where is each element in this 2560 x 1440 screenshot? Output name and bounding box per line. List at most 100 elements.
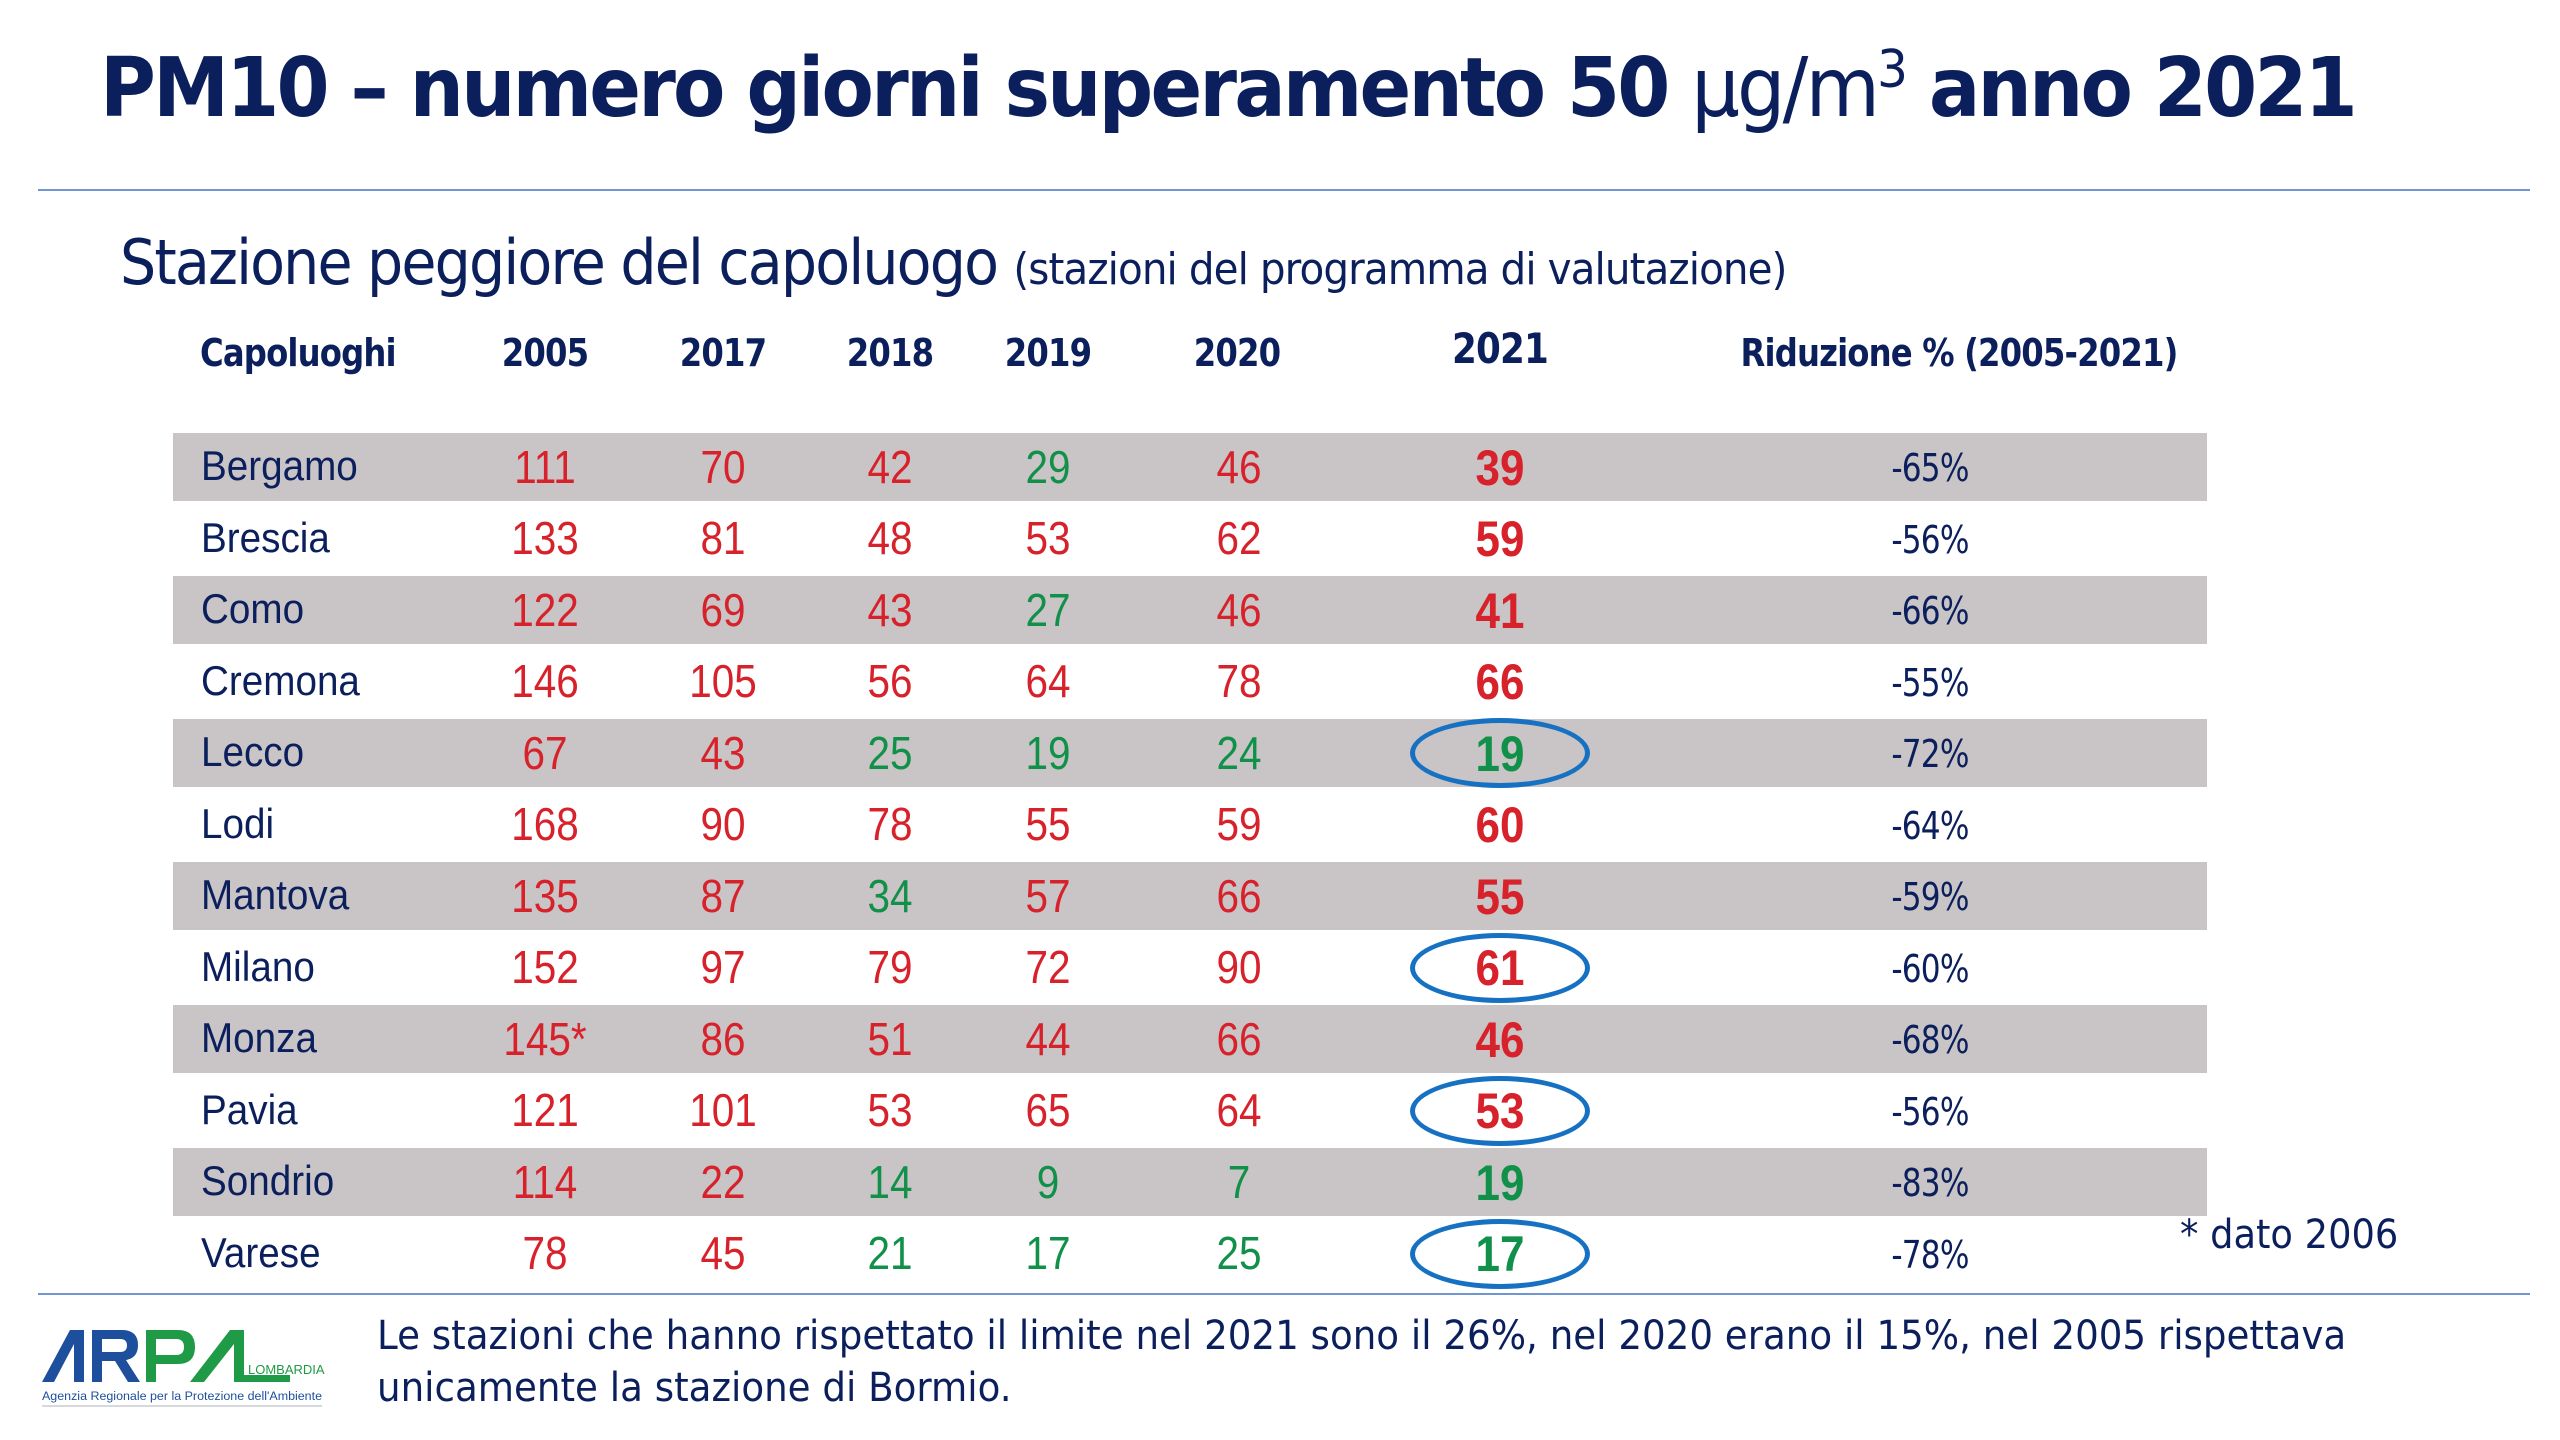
subtitle-main: Stazione peggiore del capoluogo — [120, 226, 999, 299]
logo-tagline-text: Agenzia Regionale per la Protezione dell… — [42, 1389, 322, 1403]
logo-region-text: LOMBARDIA — [248, 1362, 325, 1377]
cell-reduction: -78% — [1891, 1232, 1969, 1277]
cell-year-2019: 65 — [1025, 1083, 1071, 1136]
cell-year-2018: 51 — [867, 1013, 913, 1065]
city-name: Monza — [201, 1014, 317, 1061]
subtitle: Stazione peggiore del capoluogo (stazion… — [120, 232, 1787, 294]
cell-year-2018: 48 — [867, 511, 913, 564]
cell-year-2019: 57 — [1025, 870, 1071, 922]
row-band — [173, 576, 2207, 644]
city-name: Cremona — [201, 656, 360, 704]
cell-year-2017: 87 — [700, 870, 746, 922]
cell-year-2018: 43 — [867, 584, 913, 636]
bottom-divider — [38, 1293, 2530, 1295]
cell-year-2018: 14 — [867, 1156, 913, 1208]
cell-year-2020: 66 — [1216, 1013, 1262, 1065]
arpa-logo-icon: LOMBARDIA Agenzia Regionale per la Prote… — [42, 1330, 325, 1407]
row-band — [173, 433, 2207, 501]
cell-reduction: -56% — [1891, 517, 1969, 562]
cell-year-2019: 19 — [1025, 727, 1071, 779]
cell-year-2018: 53 — [867, 1083, 913, 1136]
cell-year-2018: 21 — [867, 1226, 913, 1279]
cell-year-2019: 9 — [1036, 1156, 1060, 1208]
cell-year-2020: 90 — [1216, 940, 1262, 993]
city-name: Pavia — [201, 1085, 298, 1133]
row-band — [173, 1148, 2207, 1216]
city-name: Como — [201, 585, 305, 632]
cell-reduction: -59% — [1891, 875, 1969, 919]
cell-year-2005: 114 — [512, 1156, 578, 1208]
cell-year-2020: 59 — [1216, 797, 1262, 850]
cell-year-2017: 22 — [700, 1156, 746, 1208]
cell-year-2021: 60 — [1475, 796, 1525, 853]
cell-year-2005: 146 — [511, 654, 579, 707]
cell-year-2005: 122 — [511, 584, 579, 636]
cell-year-2018: 79 — [867, 940, 913, 993]
cell-year-2020: 66 — [1216, 870, 1262, 922]
cell-year-2017: 101 — [689, 1083, 757, 1136]
cell-year-2021: 53 — [1475, 1082, 1525, 1139]
cell-year-2017: 90 — [700, 797, 746, 850]
city-name: Sondrio — [201, 1157, 335, 1204]
cell-reduction: -56% — [1891, 1089, 1969, 1134]
row-band — [173, 1005, 2207, 1073]
cell-year-2021: 41 — [1475, 583, 1525, 639]
cell-year-2005: 145* — [503, 1013, 587, 1065]
cell-year-2018: 56 — [867, 654, 913, 707]
cell-year-2019: 72 — [1025, 940, 1071, 993]
cell-year-2018: 25 — [867, 727, 913, 779]
cell-year-2020: 46 — [1216, 441, 1262, 493]
cell-year-2021: 59 — [1475, 510, 1525, 567]
cell-year-2005: 133 — [511, 511, 579, 564]
cell-year-2005: 111 — [514, 441, 576, 493]
title-prefix: PM10 – numero giorni superamento 50 — [100, 41, 1692, 136]
cell-year-2020: 25 — [1216, 1226, 1262, 1279]
page-title: PM10 – numero giorni superamento 50 μg/m… — [100, 44, 2358, 130]
cell-year-2021: 46 — [1475, 1012, 1525, 1068]
cell-reduction: -68% — [1891, 1018, 1969, 1062]
title-unit-superscript: 3 — [1877, 40, 1908, 100]
cell-year-2021: 17 — [1475, 1225, 1525, 1282]
cell-year-2018: 42 — [867, 441, 913, 493]
city-name: Brescia — [201, 513, 330, 561]
cell-reduction: -55% — [1891, 660, 1969, 705]
subtitle-note: (stazioni del programma di valutazione) — [1013, 244, 1787, 295]
highlight-ellipse — [1410, 718, 1590, 788]
cell-year-2019: 27 — [1025, 584, 1071, 636]
cell-year-2021: 39 — [1475, 440, 1525, 496]
arpa-lombardia-logo: LOMBARDIA Agenzia Regionale per la Prote… — [40, 1320, 330, 1416]
cell-year-2020: 64 — [1216, 1083, 1262, 1136]
cell-year-2020: 46 — [1216, 584, 1262, 636]
city-name: Mantova — [201, 871, 350, 918]
cell-year-2019: 55 — [1025, 797, 1071, 850]
header-capoluoghi: Capoluoghi — [200, 331, 397, 375]
header-2018: 2018 — [846, 331, 934, 375]
cell-year-2017: 105 — [689, 654, 757, 707]
header-2019: 2019 — [1004, 331, 1092, 375]
cell-year-2018: 34 — [867, 870, 913, 922]
footer-summary-text: Le stazioni che hanno rispettato il limi… — [377, 1313, 2347, 1411]
cell-year-2005: 78 — [522, 1226, 568, 1279]
cell-year-2005: 67 — [522, 727, 568, 779]
cell-year-2021: 66 — [1475, 653, 1525, 710]
cell-year-2017: 69 — [700, 584, 746, 636]
header-riduzione: Riduzione % (2005-2021) — [1740, 331, 2178, 375]
cell-year-2017: 86 — [700, 1013, 746, 1065]
cell-year-2021: 19 — [1475, 726, 1525, 782]
cell-year-2019: 44 — [1025, 1013, 1071, 1065]
title-unit: μg/m — [1691, 41, 1880, 136]
city-name: Lodi — [201, 799, 275, 847]
footnote: * dato 2006 — [2180, 1212, 2399, 1258]
cell-reduction: -64% — [1891, 803, 1969, 848]
cell-year-2020: 7 — [1227, 1156, 1251, 1208]
cell-year-2021: 61 — [1475, 939, 1525, 996]
city-name: Varese — [201, 1228, 321, 1276]
cell-year-2020: 24 — [1216, 727, 1262, 779]
header-2005: 2005 — [501, 331, 589, 375]
cell-year-2019: 64 — [1025, 654, 1071, 707]
highlight-ellipse — [1410, 932, 1590, 1003]
cell-reduction: -65% — [1891, 446, 1969, 490]
cell-year-2017: 43 — [700, 727, 746, 779]
cell-year-2005: 168 — [511, 797, 579, 850]
city-name: Bergamo — [201, 442, 358, 489]
